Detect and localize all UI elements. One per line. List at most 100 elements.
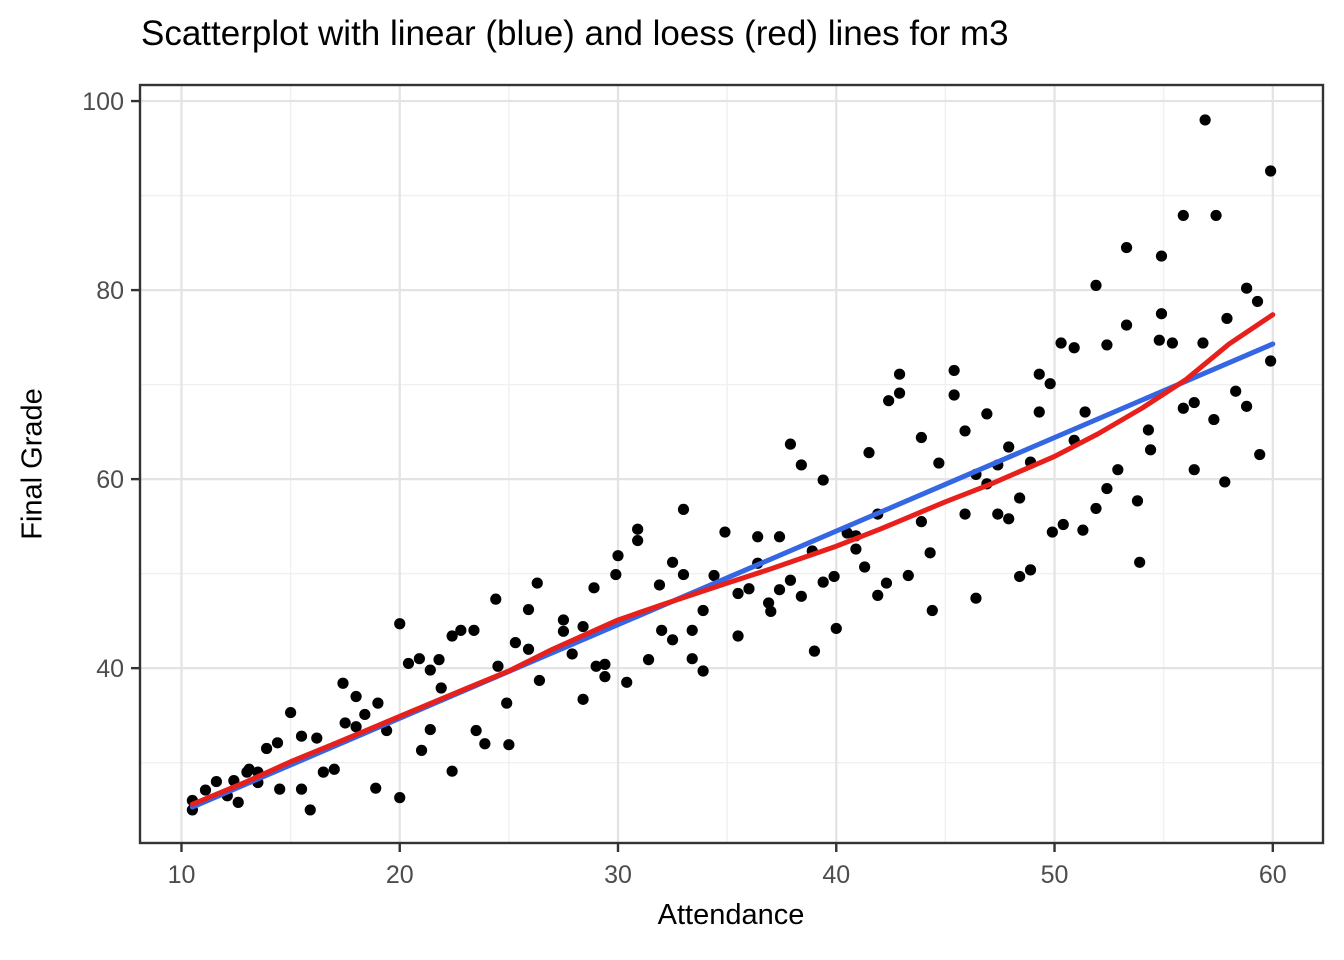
data-point bbox=[232, 796, 244, 808]
data-point bbox=[317, 766, 329, 778]
data-point bbox=[243, 763, 255, 775]
data-point bbox=[642, 654, 655, 666]
data-point bbox=[763, 597, 775, 609]
x-axis-title: Attendance bbox=[0, 899, 1344, 932]
data-point bbox=[468, 624, 480, 636]
data-point bbox=[359, 708, 371, 721]
data-point bbox=[295, 730, 308, 742]
data-point bbox=[893, 387, 906, 399]
data-point bbox=[719, 526, 731, 538]
data-point bbox=[653, 579, 666, 591]
data-point bbox=[773, 531, 786, 543]
data-point bbox=[557, 614, 570, 626]
data-point bbox=[577, 620, 589, 633]
data-point bbox=[1068, 342, 1080, 354]
x-tick-label: 60 bbox=[1259, 861, 1287, 889]
data-point bbox=[656, 624, 668, 636]
data-point bbox=[339, 717, 351, 729]
data-point bbox=[677, 568, 690, 581]
x-tick-label: 20 bbox=[386, 861, 414, 889]
data-point bbox=[1221, 312, 1233, 325]
data-point bbox=[743, 583, 755, 595]
data-point bbox=[522, 603, 535, 616]
data-point bbox=[1155, 250, 1168, 262]
data-point bbox=[708, 569, 720, 582]
data-point bbox=[350, 721, 362, 733]
x-tick-label: 30 bbox=[604, 861, 632, 889]
data-point bbox=[503, 739, 515, 751]
data-point bbox=[773, 584, 786, 596]
data-point bbox=[752, 531, 764, 543]
data-point bbox=[1003, 513, 1015, 525]
data-point bbox=[795, 590, 807, 602]
data-point bbox=[1134, 556, 1146, 568]
data-point bbox=[872, 589, 884, 601]
panel-border bbox=[138, 83, 1325, 845]
data-point bbox=[948, 389, 960, 401]
data-point bbox=[1219, 476, 1231, 488]
data-point bbox=[413, 653, 425, 665]
x-axis-title-text: Attendance bbox=[657, 899, 805, 931]
data-point bbox=[394, 792, 406, 804]
data-point bbox=[732, 587, 744, 600]
data-point bbox=[1014, 492, 1026, 504]
data-point bbox=[1177, 209, 1189, 222]
data-point bbox=[501, 697, 513, 709]
data-point bbox=[415, 744, 428, 756]
data-point bbox=[1144, 444, 1157, 456]
data-point bbox=[915, 516, 927, 528]
data-point bbox=[610, 568, 622, 581]
data-point bbox=[1142, 424, 1154, 436]
data-point bbox=[1251, 295, 1264, 308]
data-point bbox=[1033, 406, 1045, 418]
data-point bbox=[433, 654, 445, 666]
loess-fit-line bbox=[189, 312, 1276, 807]
y-tick-label: 60 bbox=[96, 466, 124, 494]
data-point bbox=[924, 547, 936, 559]
data-point bbox=[686, 624, 698, 636]
data-point bbox=[372, 697, 384, 709]
data-point bbox=[992, 508, 1004, 520]
data-point bbox=[588, 582, 600, 594]
data-point bbox=[1197, 337, 1209, 349]
data-point bbox=[1079, 406, 1091, 418]
data-point bbox=[304, 804, 316, 816]
data-point bbox=[1046, 526, 1058, 538]
data-point bbox=[1131, 495, 1144, 507]
data-point bbox=[677, 503, 690, 515]
data-point bbox=[697, 604, 709, 617]
data-point bbox=[446, 765, 458, 777]
data-point bbox=[402, 657, 415, 670]
data-point bbox=[1188, 396, 1200, 409]
data-point bbox=[1199, 114, 1211, 126]
x-tick-label: 40 bbox=[822, 861, 850, 889]
data-point bbox=[1101, 482, 1113, 495]
data-point bbox=[1241, 282, 1253, 294]
data-point bbox=[959, 425, 971, 437]
chart-title: Scatterplot with linear (blue) and loess… bbox=[141, 14, 1009, 53]
data-point bbox=[295, 783, 308, 795]
panel-background bbox=[140, 85, 1323, 843]
data-point bbox=[199, 784, 212, 796]
data-point bbox=[1177, 402, 1189, 414]
data-point bbox=[933, 457, 945, 469]
data-point bbox=[492, 660, 504, 672]
data-point bbox=[926, 604, 938, 617]
data-point bbox=[697, 665, 709, 677]
data-point bbox=[1014, 570, 1026, 583]
data-point bbox=[1254, 448, 1266, 461]
data-point bbox=[260, 742, 273, 755]
data-point bbox=[566, 648, 578, 660]
data-point bbox=[828, 570, 840, 583]
data-point bbox=[1188, 464, 1200, 476]
data-point bbox=[1077, 524, 1089, 536]
data-point bbox=[577, 693, 589, 705]
data-point bbox=[1024, 564, 1037, 576]
x-tick-label: 50 bbox=[1041, 861, 1069, 889]
data-point bbox=[1055, 337, 1067, 349]
data-point bbox=[1155, 308, 1168, 320]
data-point bbox=[522, 643, 535, 655]
data-point bbox=[817, 576, 829, 588]
data-point bbox=[1210, 209, 1222, 222]
